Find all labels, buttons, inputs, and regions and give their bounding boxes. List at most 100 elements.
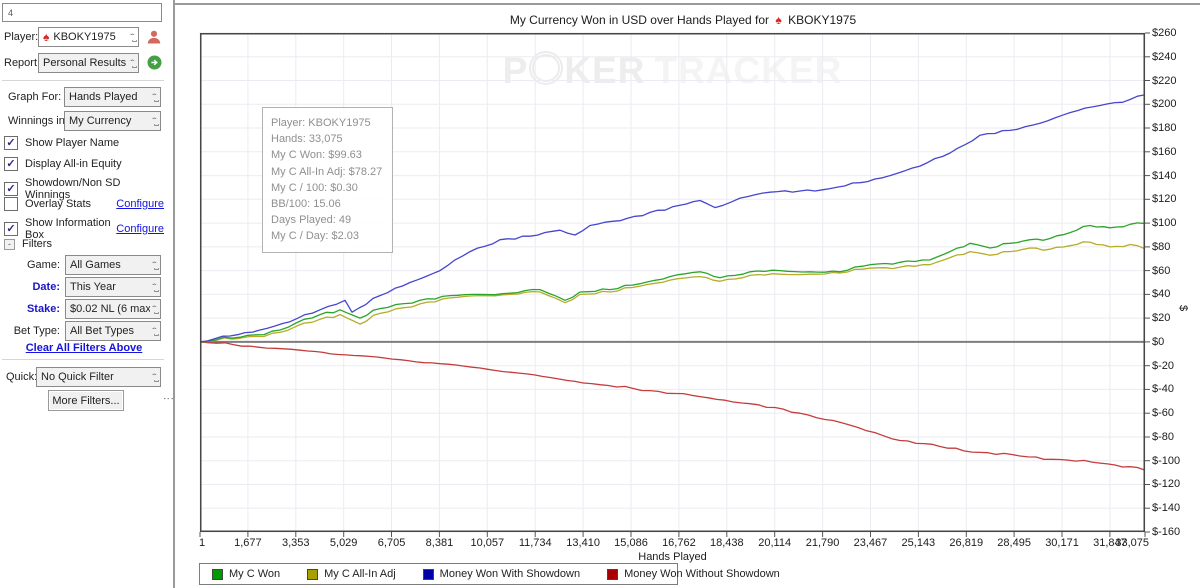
panel-divider[interactable] xyxy=(173,0,175,588)
legend-label: Money Won With Showdown xyxy=(439,568,581,580)
info-box-line: Hands: 33,075 xyxy=(271,133,343,146)
sidebar-top-input[interactable]: 4 xyxy=(2,3,162,22)
y-axis-tick-label: $0 xyxy=(1152,335,1165,348)
x-axis-tick-label: 11,734 xyxy=(518,537,552,549)
checkbox-label: Show Information Box xyxy=(25,217,111,241)
filters-section-header[interactable]: - Filters xyxy=(4,238,52,250)
winnings-in-value: My Currency xyxy=(69,115,132,127)
chart-title: My Currency Won in USD over Hands Played… xyxy=(176,13,1190,27)
info-box-line: My C Won: $99.63 xyxy=(271,149,362,162)
chevron-down-icon: ˆ̺ xyxy=(152,372,157,382)
filter-dropdown[interactable]: $0.02 NL (6 max) ˆ̺ xyxy=(65,299,161,319)
filter-value: $0.02 NL (6 max) xyxy=(70,303,151,315)
winnings-in-dropdown[interactable]: My Currency ˆ̺ xyxy=(64,111,161,131)
y-axis-tick-label: $120 xyxy=(1152,193,1177,206)
graph-for-dropdown[interactable]: Hands Played ˆ̺ xyxy=(64,87,161,107)
player-dropdown-value: KBOKY1975 xyxy=(53,31,116,43)
checkbox-row: ✓ Show Information Box Configure xyxy=(4,217,164,241)
panel-top-border xyxy=(175,3,1200,5)
y-axis-tick-label: $-80 xyxy=(1152,430,1175,443)
info-box-line: My C All-In Adj: $78.27 xyxy=(271,165,383,178)
configure-link[interactable]: Configure xyxy=(116,223,164,235)
x-axis-tick-label: 31,847 xyxy=(1093,537,1127,549)
checkbox-label: Overlay Stats xyxy=(25,198,92,210)
checkbox-row: ✓ Showdown/Non SD Winnings xyxy=(4,177,164,201)
x-axis-tick-label: 21,790 xyxy=(805,537,840,549)
info-box-line: BB/100: 15.06 xyxy=(271,198,341,211)
filter-dropdown[interactable]: This Year ˆ̺ xyxy=(65,277,161,297)
quick-filter-dropdown[interactable]: No Quick Filter ˆ̺ xyxy=(36,367,161,387)
filter-value: This Year xyxy=(70,281,116,293)
chevron-down-icon: ˆ̺ xyxy=(152,92,157,102)
checkbox[interactable] xyxy=(4,197,18,211)
checkbox[interactable]: ✓ xyxy=(4,222,18,236)
y-axis-tick-label: $20 xyxy=(1152,312,1171,325)
player-profile-icon[interactable] xyxy=(146,29,162,48)
filter-dropdown[interactable]: All Bet Types ˆ̺ xyxy=(65,321,161,341)
x-axis-tick-label: 8,381 xyxy=(425,537,454,549)
x-axis-tick-label: 25,143 xyxy=(901,537,936,549)
checkbox[interactable]: ✓ xyxy=(4,157,18,171)
y-axis-tick-label: $240 xyxy=(1152,50,1177,63)
filter-label: Date: xyxy=(32,281,60,293)
x-axis-tick-label: 28,495 xyxy=(997,537,1031,549)
y-axis-tick-label: $40 xyxy=(1152,288,1171,301)
quick-filter-label: Quick: xyxy=(6,371,38,383)
legend-item: My C All-In Adj xyxy=(307,568,396,580)
configure-link[interactable]: Configure xyxy=(116,198,164,210)
legend-swatch xyxy=(422,568,434,580)
legend-label: My C Won xyxy=(229,568,281,580)
y-axis-tick-label: $180 xyxy=(1152,122,1177,135)
more-filters-button[interactable]: More Filters... xyxy=(48,390,124,411)
checkbox-label: Showdown/Non SD Winnings xyxy=(25,177,121,201)
report-dropdown[interactable]: Personal Results ˆ̺ xyxy=(38,53,139,73)
checkbox[interactable]: ✓ xyxy=(4,136,18,150)
chevron-down-icon: ˆ̺ xyxy=(152,304,157,314)
run-report-icon[interactable] xyxy=(147,55,162,73)
x-axis-tick-label: 18,438 xyxy=(709,537,744,549)
legend-item: My C Won xyxy=(212,568,280,580)
info-box-line: My C / Day: $2.03 xyxy=(271,230,360,243)
info-box-line: Days Played: 49 xyxy=(271,214,352,227)
legend-item: Money Won Without Showdown xyxy=(607,568,780,580)
collapse-icon[interactable]: - xyxy=(4,238,15,250)
y-axis-tick-label: $200 xyxy=(1152,98,1177,111)
x-axis-tick-label: 30,171 xyxy=(1045,537,1079,549)
filter-label: Stake: xyxy=(26,303,60,315)
chevron-down-icon: ˆ̺ xyxy=(152,326,157,336)
filter-label: Bet Type: xyxy=(13,325,60,337)
info-box-line: My C / 100: $0.30 xyxy=(271,181,358,194)
chevron-down-icon: ˆ̺ xyxy=(130,32,135,42)
player-dropdown[interactable]: ♠ KBOKY1975 ˆ̺ xyxy=(38,27,139,47)
filter-value: All Bet Types xyxy=(70,325,134,337)
x-axis-tick-label: 16,762 xyxy=(662,537,696,549)
y-axis-tick-label: $60 xyxy=(1152,264,1171,277)
x-axis-tick-label: 13,410 xyxy=(566,537,600,549)
chart-legend: My C Won My C All-In Adj Money Won With Sh… xyxy=(199,563,780,585)
player-label: Player: xyxy=(4,31,39,43)
y-axis-tick-label: $-40 xyxy=(1152,383,1175,396)
chevron-down-icon: ˆ̺ xyxy=(152,282,157,292)
x-axis-tick-label: 10,057 xyxy=(470,537,505,549)
y-axis-tick-label: $-120 xyxy=(1152,478,1181,491)
checkbox[interactable]: ✓ xyxy=(4,182,18,196)
y-axis-tick-label: $-20 xyxy=(1152,359,1175,372)
filter-row: Game: All Games ˆ̺ xyxy=(0,255,168,275)
x-axis-tick-label: 6,705 xyxy=(377,537,406,549)
filter-dropdown[interactable]: All Games ˆ̺ xyxy=(65,255,161,275)
filters-header-label: Filters xyxy=(22,238,52,250)
poker-chip-icon xyxy=(529,51,564,85)
legend-item: Money Won With Showdown xyxy=(422,568,581,580)
clear-all-filters-link[interactable]: Clear All Filters Above xyxy=(25,342,143,354)
divider xyxy=(2,359,164,360)
x-axis-tick-label: 3,353 xyxy=(282,537,310,549)
y-axis-tick-label: $220 xyxy=(1152,74,1177,87)
x-axis-tick-label: 1,677 xyxy=(234,537,262,549)
quick-filter-value: No Quick Filter xyxy=(41,371,114,383)
filter-row: Date: This Year ˆ̺ xyxy=(0,277,168,297)
y-axis-tick-label: $260 xyxy=(1152,27,1177,39)
filter-row: Stake: $0.02 NL (6 max) ˆ̺ xyxy=(0,299,168,319)
y-axis-tick-label: $160 xyxy=(1152,145,1177,158)
pane-splitter-handle[interactable]: ⋮ xyxy=(162,393,174,404)
